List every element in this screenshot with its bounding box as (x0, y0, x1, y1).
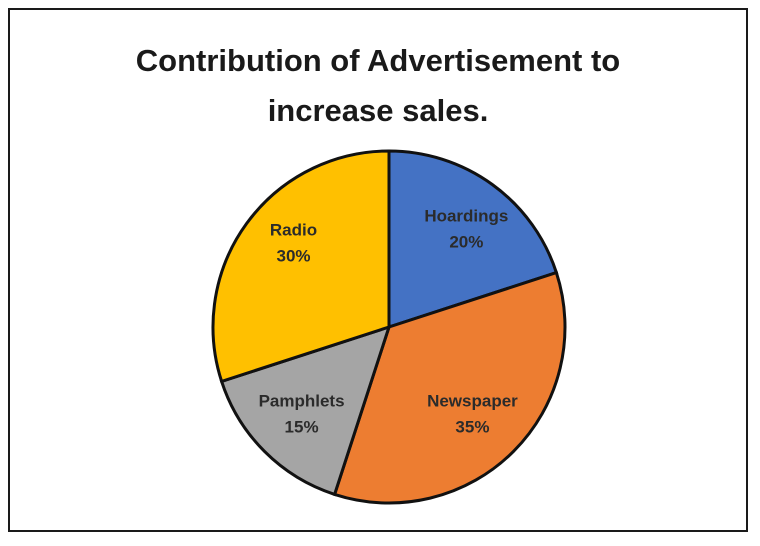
slice-value-pamphlets: 15% (285, 417, 319, 436)
slice-value-radio: 30% (277, 247, 311, 266)
slice-value-newspaper: 35% (455, 417, 489, 436)
slice-value-hoardings: 20% (449, 233, 483, 252)
chart-title-line-2: increase sales. (267, 93, 489, 128)
pie-slice-radio (211, 149, 391, 384)
slice-label-radio: Radio (270, 221, 317, 240)
pie-slice-hoardings (387, 149, 559, 330)
slice-label-pamphlets: Pamphlets (259, 391, 345, 410)
pie-slice-newspaper (332, 270, 567, 505)
chart-title-line-1: Contribution of Advertisement to (135, 43, 621, 78)
chart-title: Contribution of Advertisement to increas… (10, 36, 746, 136)
slice-label-newspaper: Newspaper (427, 391, 518, 410)
slice-label-hoardings: Hoardings (424, 207, 508, 226)
